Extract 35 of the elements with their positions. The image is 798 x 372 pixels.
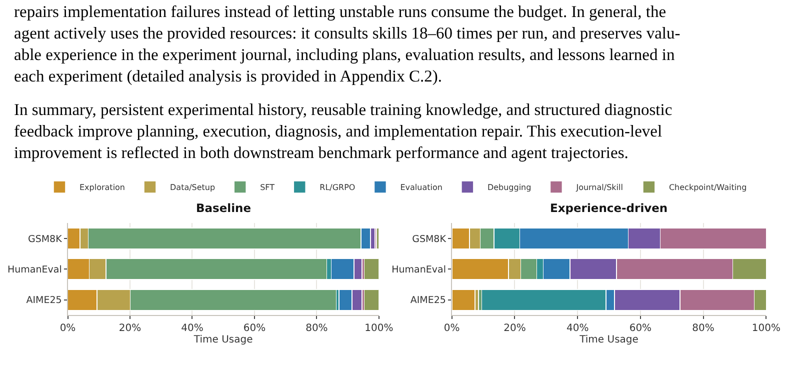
legend-label: RL/GRPO [320, 183, 356, 192]
y-tick-label: AIME25 [26, 295, 62, 306]
y-tick-label: GSM8K [28, 234, 63, 245]
text: repairs implementation failures instead of letting unstable runs consume the budget. In general, the agent actively uses the provided resources: it consults skills 18–60 times per run, and preserves valu- able experience in the experiment journal, including plans, evaluation results, and lessons learned in each experiment (detailed analysis is provided in Appendix C.2). [14, 2, 680, 86]
legend-label: Journal/Skill [575, 183, 623, 192]
y-tick-label: AIME25 [410, 295, 446, 306]
bar [364, 258, 379, 280]
y-tick-label: GSM8K [412, 234, 447, 245]
x-tick-label: 100% [364, 323, 394, 334]
bar [364, 288, 379, 311]
y-tick-label: HumanEval [392, 264, 446, 276]
text: In summary, persistent experimental history, reusable training knowledge, and structured diagnostic feedback improve planning, execution, diagnosis, and implementation repair. This execution-level improvement is reflected in both downstream benchmark performance and agent trajectories. [14, 100, 672, 162]
x-tick-label: 60% [243, 323, 266, 334]
x-tick-label: 80% [692, 323, 714, 334]
x-tick-label: 0% [444, 323, 460, 334]
bar [452, 288, 476, 311]
legend-label: Data/Setup [170, 183, 216, 192]
x-tick-label: 20% [504, 323, 526, 334]
x-tick-label: 20% [118, 323, 142, 334]
legend-label: Debugging [487, 183, 532, 192]
x-tick-label: 40% [566, 323, 589, 334]
legend-label: Checkpoint/Waiting [668, 183, 747, 192]
legend-label: Exploration [80, 183, 125, 192]
y-tick-label: HumanEval [7, 264, 62, 276]
x-tick-label: 60% [629, 323, 652, 334]
legend-label: Evaluation [400, 183, 442, 192]
chart-title: Baseline [196, 201, 252, 215]
x-tick-label: 100% [752, 323, 780, 334]
chart-title: Experience-driven [550, 201, 668, 215]
x-tick-label: 80% [306, 323, 328, 334]
x-axis-title: Time Usage [192, 334, 253, 346]
legend-label: SFT [260, 183, 275, 192]
x-tick-label: 0% [60, 323, 76, 334]
x-axis-title: Time Usage [578, 334, 638, 346]
x-tick-label: 40% [181, 323, 204, 334]
